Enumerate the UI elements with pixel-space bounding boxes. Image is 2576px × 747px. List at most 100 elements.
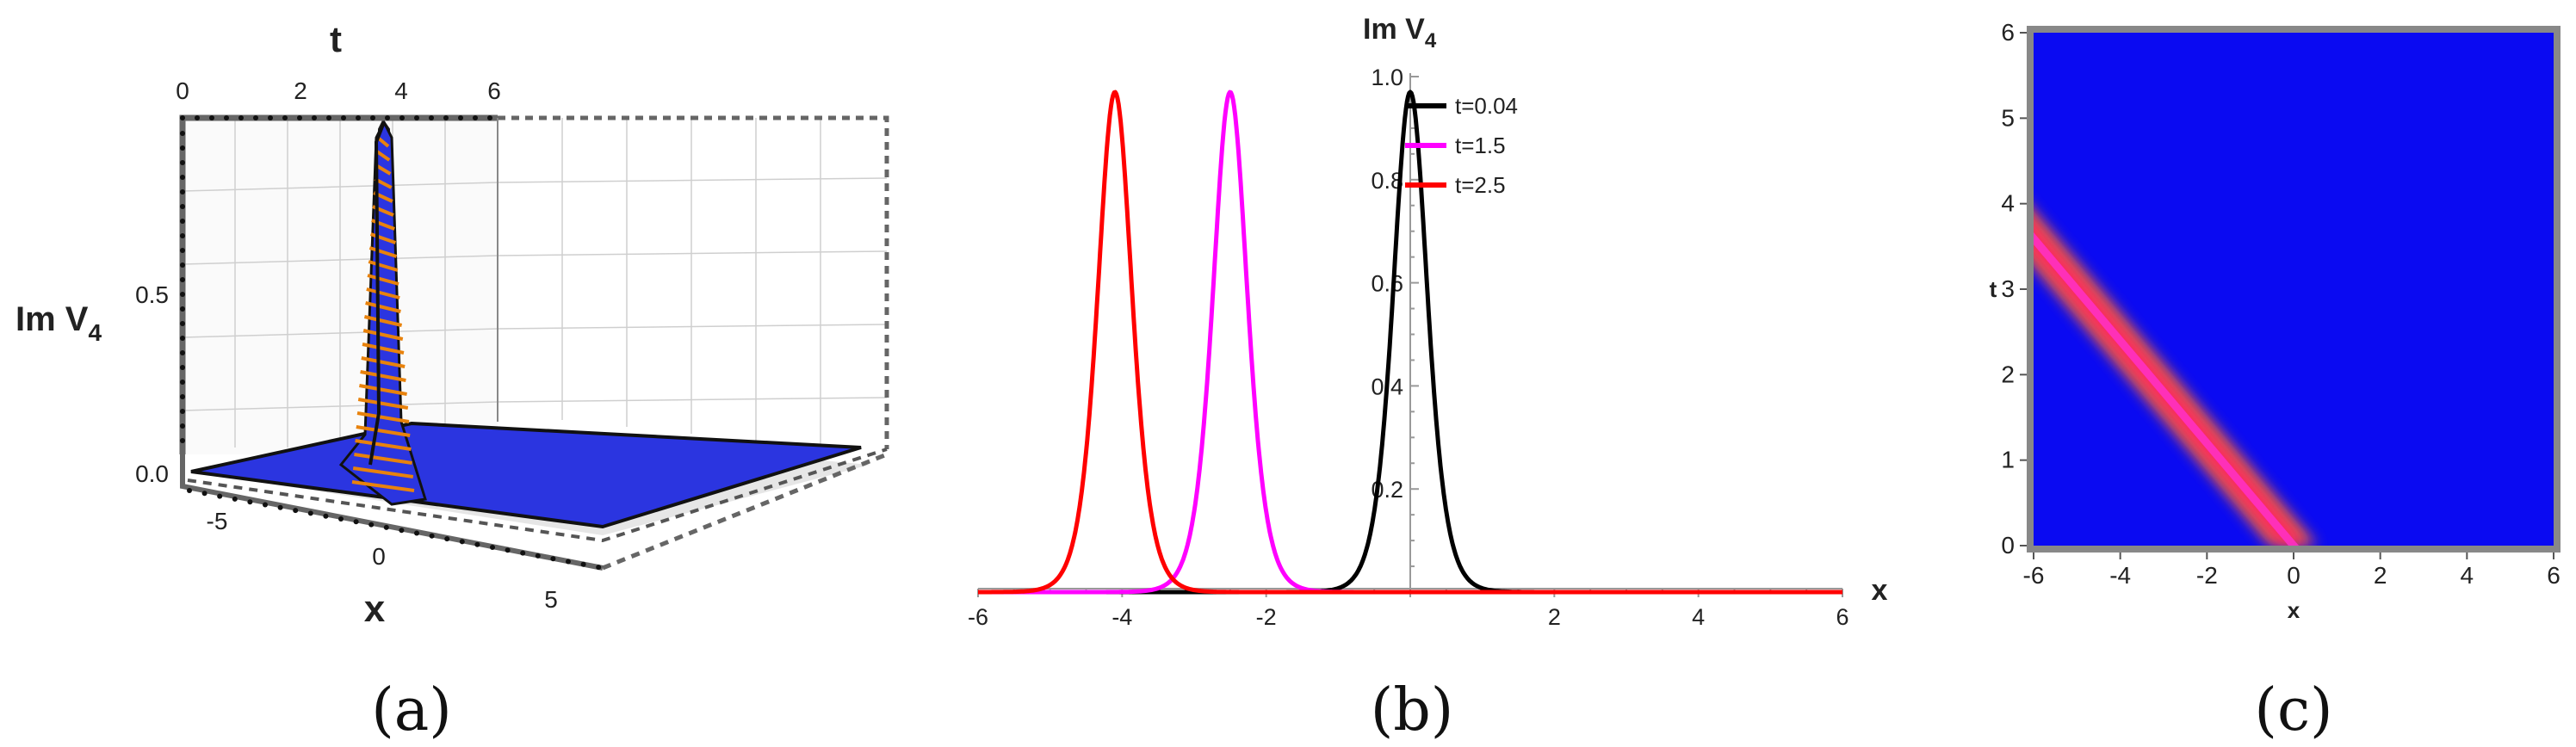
series-line [976, 90, 1844, 595]
tick-dot [180, 336, 185, 341]
x-tick-label: 6 [1836, 604, 1848, 630]
grid-line [497, 324, 888, 330]
mesh-line [368, 246, 398, 258]
tick-dot [429, 115, 434, 120]
tick-dot [238, 115, 244, 120]
tick-dot [383, 524, 389, 530]
mesh-line [355, 439, 412, 451]
tick-dot [180, 409, 185, 414]
peak-edge [368, 121, 386, 466]
tick-dot [180, 306, 185, 312]
tick-dot [180, 115, 185, 120]
tick-dot [444, 536, 450, 542]
x-tick-label: -6 [2023, 562, 2045, 589]
mesh-line [369, 232, 397, 244]
heatmap-background [2034, 33, 2554, 546]
series-lines [976, 90, 1844, 595]
x-tick-label: 2 [2374, 562, 2387, 589]
tick-dot [520, 550, 526, 556]
x-tick-label: 0 [372, 543, 386, 570]
y-tick-label: 0.6 [1371, 271, 1403, 297]
x-tick-label: -4 [2109, 562, 2131, 589]
tick-dot [505, 547, 511, 553]
grid-line [497, 177, 888, 183]
tick-dot [180, 365, 185, 370]
y-tick-label: 2 [2001, 361, 2015, 387]
tick-dot [180, 438, 185, 443]
panel-c-heatmap: -6 -4 -2 0 2 4 6 0 1 2 3 4 5 6 x t [1990, 19, 2561, 623]
tick-dot [180, 277, 185, 282]
tick-dot [535, 553, 541, 559]
tick-dot [326, 115, 331, 120]
x-axis-label: x [1872, 574, 1888, 607]
tick-dot [180, 219, 185, 224]
grid-line [182, 255, 498, 265]
y-tick-label: 0 [2001, 532, 2015, 559]
ridge-band [2034, 222, 2308, 546]
tick-dot [473, 115, 478, 120]
tick-dot [323, 513, 329, 519]
tick-dot [429, 533, 435, 539]
t-tick-label: 6 [487, 77, 501, 104]
mesh-line [366, 287, 400, 299]
mesh-line [356, 425, 411, 437]
tick-dot [180, 189, 185, 194]
heatmap-ridge [2034, 210, 2318, 546]
mesh-line [357, 398, 409, 410]
x-tick-label: 4 [2461, 562, 2474, 589]
mesh-line [375, 150, 391, 162]
mesh-line [362, 343, 405, 355]
t-axis-label: t [330, 19, 342, 59]
x-tick-label: -4 [1112, 604, 1132, 630]
tick-dot [487, 115, 492, 120]
tick-dot [217, 493, 223, 499]
tick-dot [307, 510, 313, 516]
y-axis-label-main: Im V [1363, 13, 1425, 46]
axis-ticks: -6 -4 -2 2 4 60.20.40.60.81.0 [968, 65, 1849, 630]
surface-peak-ridge [338, 119, 427, 506]
tick-dot [353, 519, 359, 525]
x-axis-ticks: -5 0 5 [207, 508, 558, 613]
x-axis-label: x [364, 588, 386, 630]
box-right-wall [498, 118, 887, 454]
tick-dot [399, 115, 405, 120]
x-tick-label: 6 [2547, 562, 2561, 589]
x-tick-label: 4 [1692, 604, 1705, 630]
grid-line [182, 401, 498, 411]
tick-dot [253, 115, 258, 120]
mesh-line [354, 453, 412, 465]
grid-line [182, 328, 498, 338]
tick-dot [459, 539, 465, 545]
x-tick-label: 5 [544, 586, 558, 613]
t-tick-label: 4 [394, 77, 408, 104]
mesh-line [367, 274, 399, 286]
box-frame-bottom [187, 448, 888, 543]
legend-label: t=0.04 [1455, 93, 1518, 119]
tick-dot [312, 115, 317, 120]
y-tick-label: 6 [2001, 19, 2015, 46]
x-axis-label: x [2288, 597, 2300, 623]
tick-dot [180, 248, 185, 253]
tick-dot [566, 559, 571, 565]
caption-a: (a) [371, 676, 452, 744]
tick-dot [443, 115, 449, 120]
tick-dot [399, 528, 405, 534]
tick-dot [458, 115, 463, 120]
legend-label: t=1.5 [1455, 133, 1506, 158]
tick-dot [268, 115, 273, 120]
mesh-line [359, 384, 407, 396]
x-tick-label: -6 [968, 604, 988, 630]
tick-dot [180, 131, 185, 136]
axis-tick-marks [180, 115, 602, 571]
y-tick-label: 3 [2001, 275, 2015, 302]
mesh-line [362, 329, 404, 341]
panel-b-line-plot: -6 -4 -2 2 4 60.20.40.60.81.0 x Im V4 t=0.04t… [968, 13, 1888, 630]
tick-dot [180, 394, 185, 399]
tick-dot [356, 115, 361, 120]
tick-dot [370, 115, 375, 120]
tick-dot [338, 516, 344, 522]
x-tick-label: -2 [1256, 604, 1277, 630]
z-tick-label: 0.5 [135, 281, 169, 308]
